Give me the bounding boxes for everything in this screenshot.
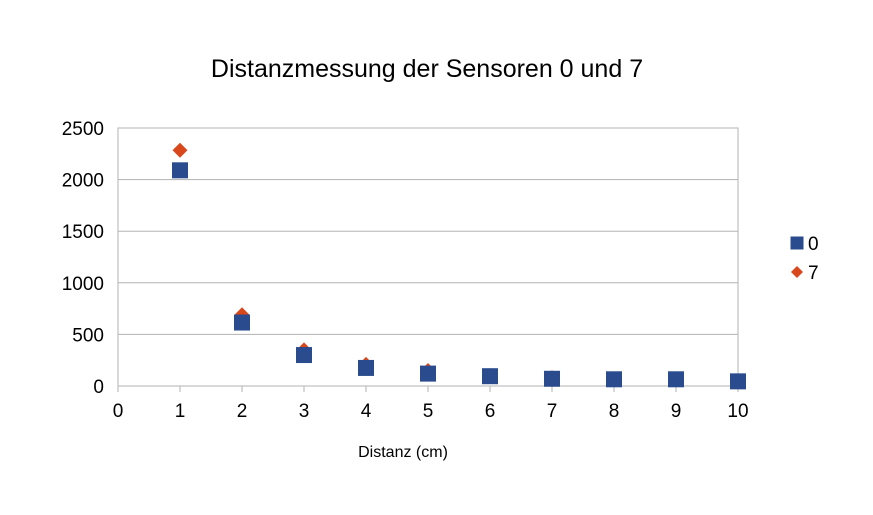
data-point-series-7 <box>172 142 188 158</box>
data-series <box>172 142 746 390</box>
legend: 07 <box>790 234 819 284</box>
x-tick-label: 0 <box>113 401 124 422</box>
legend-label: 7 <box>808 263 819 284</box>
y-tick-label: 1500 <box>62 222 104 243</box>
y-tick-label: 2500 <box>62 119 104 140</box>
data-point-series-0 <box>668 371 684 388</box>
data-point-series-0 <box>730 373 746 390</box>
x-tick-label: 4 <box>361 401 372 422</box>
y-tick-label: 1000 <box>62 274 104 295</box>
x-tick-label: 10 <box>727 401 748 422</box>
data-point-series-0 <box>482 368 498 385</box>
x-tick-label: 5 <box>423 401 434 422</box>
series-0 <box>172 162 746 390</box>
data-point-series-0 <box>420 365 436 382</box>
legend-label: 0 <box>808 234 819 255</box>
x-axis-label: Distanz (cm) <box>358 444 448 461</box>
x-tick-label: 7 <box>547 401 558 422</box>
plot-area <box>117 127 739 387</box>
data-point-series-0 <box>234 314 250 331</box>
chart-title: Distanzmessung der Sensoren 0 und 7 <box>211 55 643 83</box>
x-tick-label: 1 <box>175 401 186 422</box>
legend-marker-0 <box>790 236 804 250</box>
y-tick-label: 2000 <box>62 171 104 192</box>
data-point-series-0 <box>606 371 622 388</box>
x-tick-label: 2 <box>237 401 248 422</box>
y-tick-label: 500 <box>72 325 104 346</box>
data-point-series-0 <box>358 359 374 376</box>
x-tick-label: 6 <box>485 401 496 422</box>
grid-lines <box>118 127 738 387</box>
data-point-series-0 <box>296 347 312 364</box>
x-axis-ticks: 0 1 2 3 4 5 6 7 8 9 10 <box>113 386 749 422</box>
legend-marker-7 <box>791 266 803 278</box>
data-point-series-0 <box>544 370 560 387</box>
data-point-series-0 <box>172 162 188 179</box>
x-tick-label: 3 <box>299 401 310 422</box>
y-tick-label: 0 <box>93 377 104 398</box>
y-axis-ticks: 0 500 1000 1500 2000 2500 <box>62 119 104 398</box>
x-tick-label: 9 <box>671 401 682 422</box>
x-tick-label: 8 <box>609 401 620 422</box>
